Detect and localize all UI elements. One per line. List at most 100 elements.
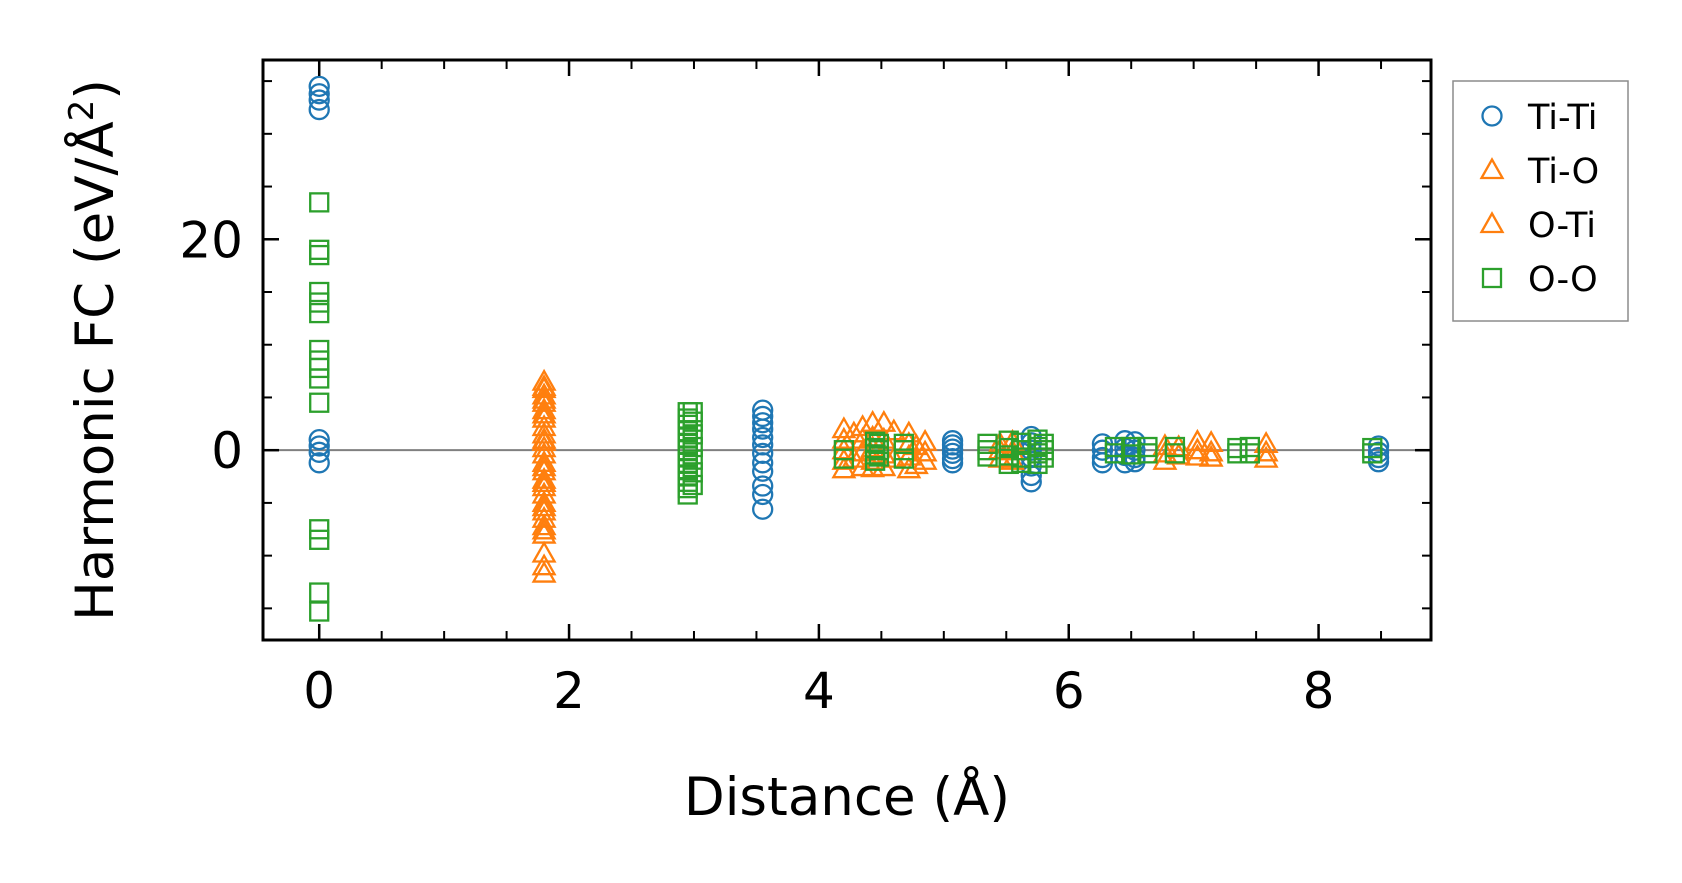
- o-ti-data-point: [903, 452, 929, 475]
- legend: Ti-Ti Ti-O O-Ti O-O: [1452, 80, 1629, 322]
- legend-label: O-O: [1528, 260, 1598, 300]
- ti-ti-data-point: [308, 98, 330, 121]
- o-o-data-point: [1227, 437, 1248, 459]
- ti-ti-data-point: [941, 452, 964, 474]
- o-ti-data-point: [531, 454, 557, 477]
- o-o-data-point: [682, 462, 703, 483]
- o-o-data-point: [682, 474, 703, 496]
- legend-label: O-Ti: [1528, 206, 1596, 246]
- ti-o-data-point: [1198, 439, 1224, 462]
- x-tick-label: 0: [303, 662, 335, 720]
- y-tick-label: 0: [211, 422, 243, 480]
- ti-o-data-point: [831, 426, 857, 449]
- o-o-data-point: [682, 424, 703, 445]
- o-o-data-point: [309, 244, 330, 266]
- ti-ti-data-point: [752, 405, 774, 428]
- data-points-layer: [308, 75, 1390, 622]
- y-axis-title-main: Harmonic FC (eV/Å: [62, 121, 126, 621]
- ti-o-data-point: [1253, 445, 1279, 468]
- legend-entries: Ti-Ti Ti-O O-Ti O-O: [1479, 98, 1599, 300]
- ti-o-data-point: [531, 466, 557, 489]
- x-tick-label: 2: [553, 662, 585, 720]
- o-o-data-point: [1104, 443, 1126, 464]
- o-o-data-point: [868, 446, 890, 467]
- ti-o-data-point: [531, 405, 557, 428]
- o-o-data-point: [1164, 443, 1186, 464]
- o-o-data-point: [682, 449, 703, 470]
- legend-marker: [1479, 211, 1505, 234]
- o-o-data-point: [1121, 444, 1142, 465]
- o-o-data-point: [682, 436, 703, 458]
- o-o-data-point: [1362, 443, 1383, 464]
- o-ti-data-point: [531, 517, 557, 540]
- legend-label: Ti-Ti: [1527, 98, 1597, 138]
- ti-ti-data-point: [941, 442, 964, 464]
- ti-o-data-point: [896, 443, 922, 466]
- ti-ti-data-point: [1091, 439, 1114, 461]
- ti-o-data-point: [1198, 444, 1224, 467]
- ti-ti-data-point: [308, 452, 330, 474]
- o-o-data-point: [309, 529, 330, 550]
- o-o-data-point: [1033, 447, 1054, 468]
- ti-ti-data-point: [1091, 446, 1114, 469]
- o-ti-data-point: [531, 470, 557, 493]
- legend-marker: [1481, 267, 1503, 289]
- o-o-data-point: [833, 448, 855, 469]
- o-o-data-point: [682, 411, 703, 432]
- o-ti-data-point: [531, 401, 557, 424]
- o-o-data-point: [309, 519, 330, 540]
- legend-marker: [1481, 105, 1503, 127]
- o-o-data-point: [1239, 436, 1261, 458]
- ti-ti-data-point: [1124, 439, 1146, 461]
- ti-o-data-point: [1184, 428, 1210, 451]
- o-o-data-point: [309, 292, 330, 313]
- o-ti-data-point: [531, 426, 557, 449]
- ti-ti-data-point: [752, 426, 774, 449]
- o-o-data-point: [1227, 443, 1248, 464]
- o-o-data-point: [309, 281, 330, 303]
- ti-ti-data-point: [308, 89, 330, 111]
- ti-o-data-point: [1253, 439, 1279, 462]
- axis-ticks-layer: [263, 60, 1431, 640]
- o-o-data-point: [1239, 443, 1261, 464]
- o-o-data-point: [309, 339, 330, 361]
- o-o-data-point: [309, 302, 330, 324]
- x-tick-label: 8: [1303, 662, 1335, 720]
- o-o-data-point: [309, 192, 330, 213]
- ti-ti-data-point: [752, 460, 774, 482]
- ti-ti-data-point: [308, 435, 330, 457]
- ti-o-data-point: [531, 414, 557, 437]
- ti-ti-data-point: [752, 498, 774, 520]
- ti-ti-data-point: [308, 83, 330, 105]
- ti-o-data-point: [531, 560, 557, 583]
- o-o-data-point: [893, 448, 914, 469]
- o-o-data-point: [309, 392, 330, 413]
- ti-o-data-point: [1198, 429, 1224, 452]
- ti-o-data-point: [531, 458, 557, 481]
- o-o-data-point: [998, 453, 1019, 475]
- ti-o-data-point: [531, 490, 557, 513]
- ti-o-data-point: [912, 439, 938, 462]
- ti-ti-data-point: [752, 483, 774, 506]
- ti-ti-data-point: [308, 75, 330, 98]
- y-axis-title-close: ): [65, 79, 126, 100]
- legend-label: Ti-O: [1527, 152, 1599, 192]
- x-tick-label: 6: [1053, 662, 1085, 720]
- ti-o-data-point: [831, 416, 857, 439]
- ti-ti-data-point: [308, 428, 330, 451]
- ti-o-data-point: [531, 553, 557, 576]
- ti-o-data-point: [531, 389, 557, 412]
- o-ti-data-point: [531, 374, 557, 397]
- ti-ti-data-point: [752, 475, 774, 497]
- plot-frame: [261, 58, 1433, 642]
- x-tick-label: 4: [803, 662, 835, 720]
- y-axis-title: Harmonic FC (eV/Å2): [62, 79, 126, 621]
- o-o-data-point: [309, 601, 330, 622]
- ti-ti-data-point: [752, 412, 774, 434]
- ti-o-data-point: [531, 540, 557, 563]
- ti-o-data-point: [850, 414, 876, 437]
- ti-o-data-point: [531, 505, 557, 528]
- o-o-data-point: [977, 446, 998, 467]
- y-axis-title-superscript: 2: [62, 100, 102, 122]
